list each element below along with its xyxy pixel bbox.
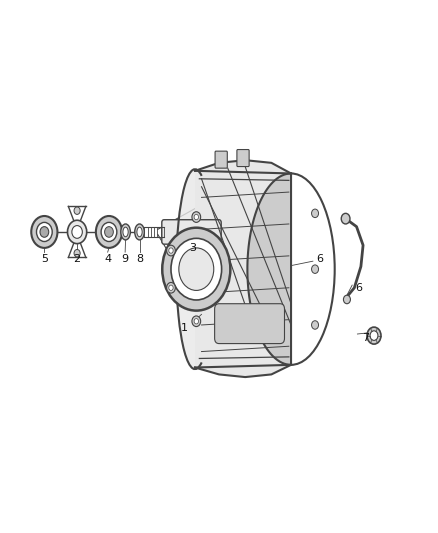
FancyBboxPatch shape — [162, 220, 221, 244]
Circle shape — [67, 220, 87, 244]
Circle shape — [192, 212, 201, 222]
Circle shape — [96, 216, 122, 248]
Text: 4: 4 — [104, 254, 111, 263]
Circle shape — [31, 216, 57, 248]
Text: 3: 3 — [189, 243, 196, 253]
Polygon shape — [247, 173, 291, 365]
Circle shape — [169, 248, 173, 253]
Circle shape — [72, 225, 82, 238]
Circle shape — [74, 207, 80, 214]
Circle shape — [179, 248, 214, 290]
Polygon shape — [177, 169, 197, 369]
Circle shape — [169, 285, 173, 290]
Text: 2: 2 — [74, 254, 81, 263]
Circle shape — [311, 265, 318, 273]
Circle shape — [171, 238, 222, 300]
Circle shape — [166, 245, 175, 256]
Circle shape — [194, 214, 198, 220]
Circle shape — [367, 327, 381, 344]
Circle shape — [194, 319, 198, 324]
Circle shape — [105, 227, 113, 237]
Text: 9: 9 — [122, 254, 129, 263]
FancyBboxPatch shape — [237, 150, 249, 166]
Circle shape — [370, 331, 378, 341]
Ellipse shape — [121, 224, 131, 240]
Circle shape — [74, 249, 80, 257]
Text: 1: 1 — [180, 322, 187, 333]
Ellipse shape — [123, 227, 128, 237]
Circle shape — [40, 227, 49, 237]
Text: 6: 6 — [355, 283, 362, 293]
Polygon shape — [195, 160, 291, 377]
FancyBboxPatch shape — [215, 304, 285, 344]
Ellipse shape — [135, 224, 145, 240]
Text: 5: 5 — [41, 254, 48, 263]
Text: 7: 7 — [362, 333, 369, 343]
Circle shape — [311, 209, 318, 217]
Circle shape — [166, 282, 175, 293]
FancyBboxPatch shape — [215, 151, 227, 168]
Circle shape — [101, 222, 117, 241]
Circle shape — [36, 222, 52, 241]
Circle shape — [341, 213, 350, 224]
Circle shape — [343, 295, 350, 304]
Ellipse shape — [137, 227, 142, 237]
Circle shape — [311, 321, 318, 329]
Circle shape — [162, 228, 230, 311]
Circle shape — [192, 316, 201, 327]
Text: 8: 8 — [136, 254, 143, 263]
Text: 6: 6 — [316, 254, 323, 263]
